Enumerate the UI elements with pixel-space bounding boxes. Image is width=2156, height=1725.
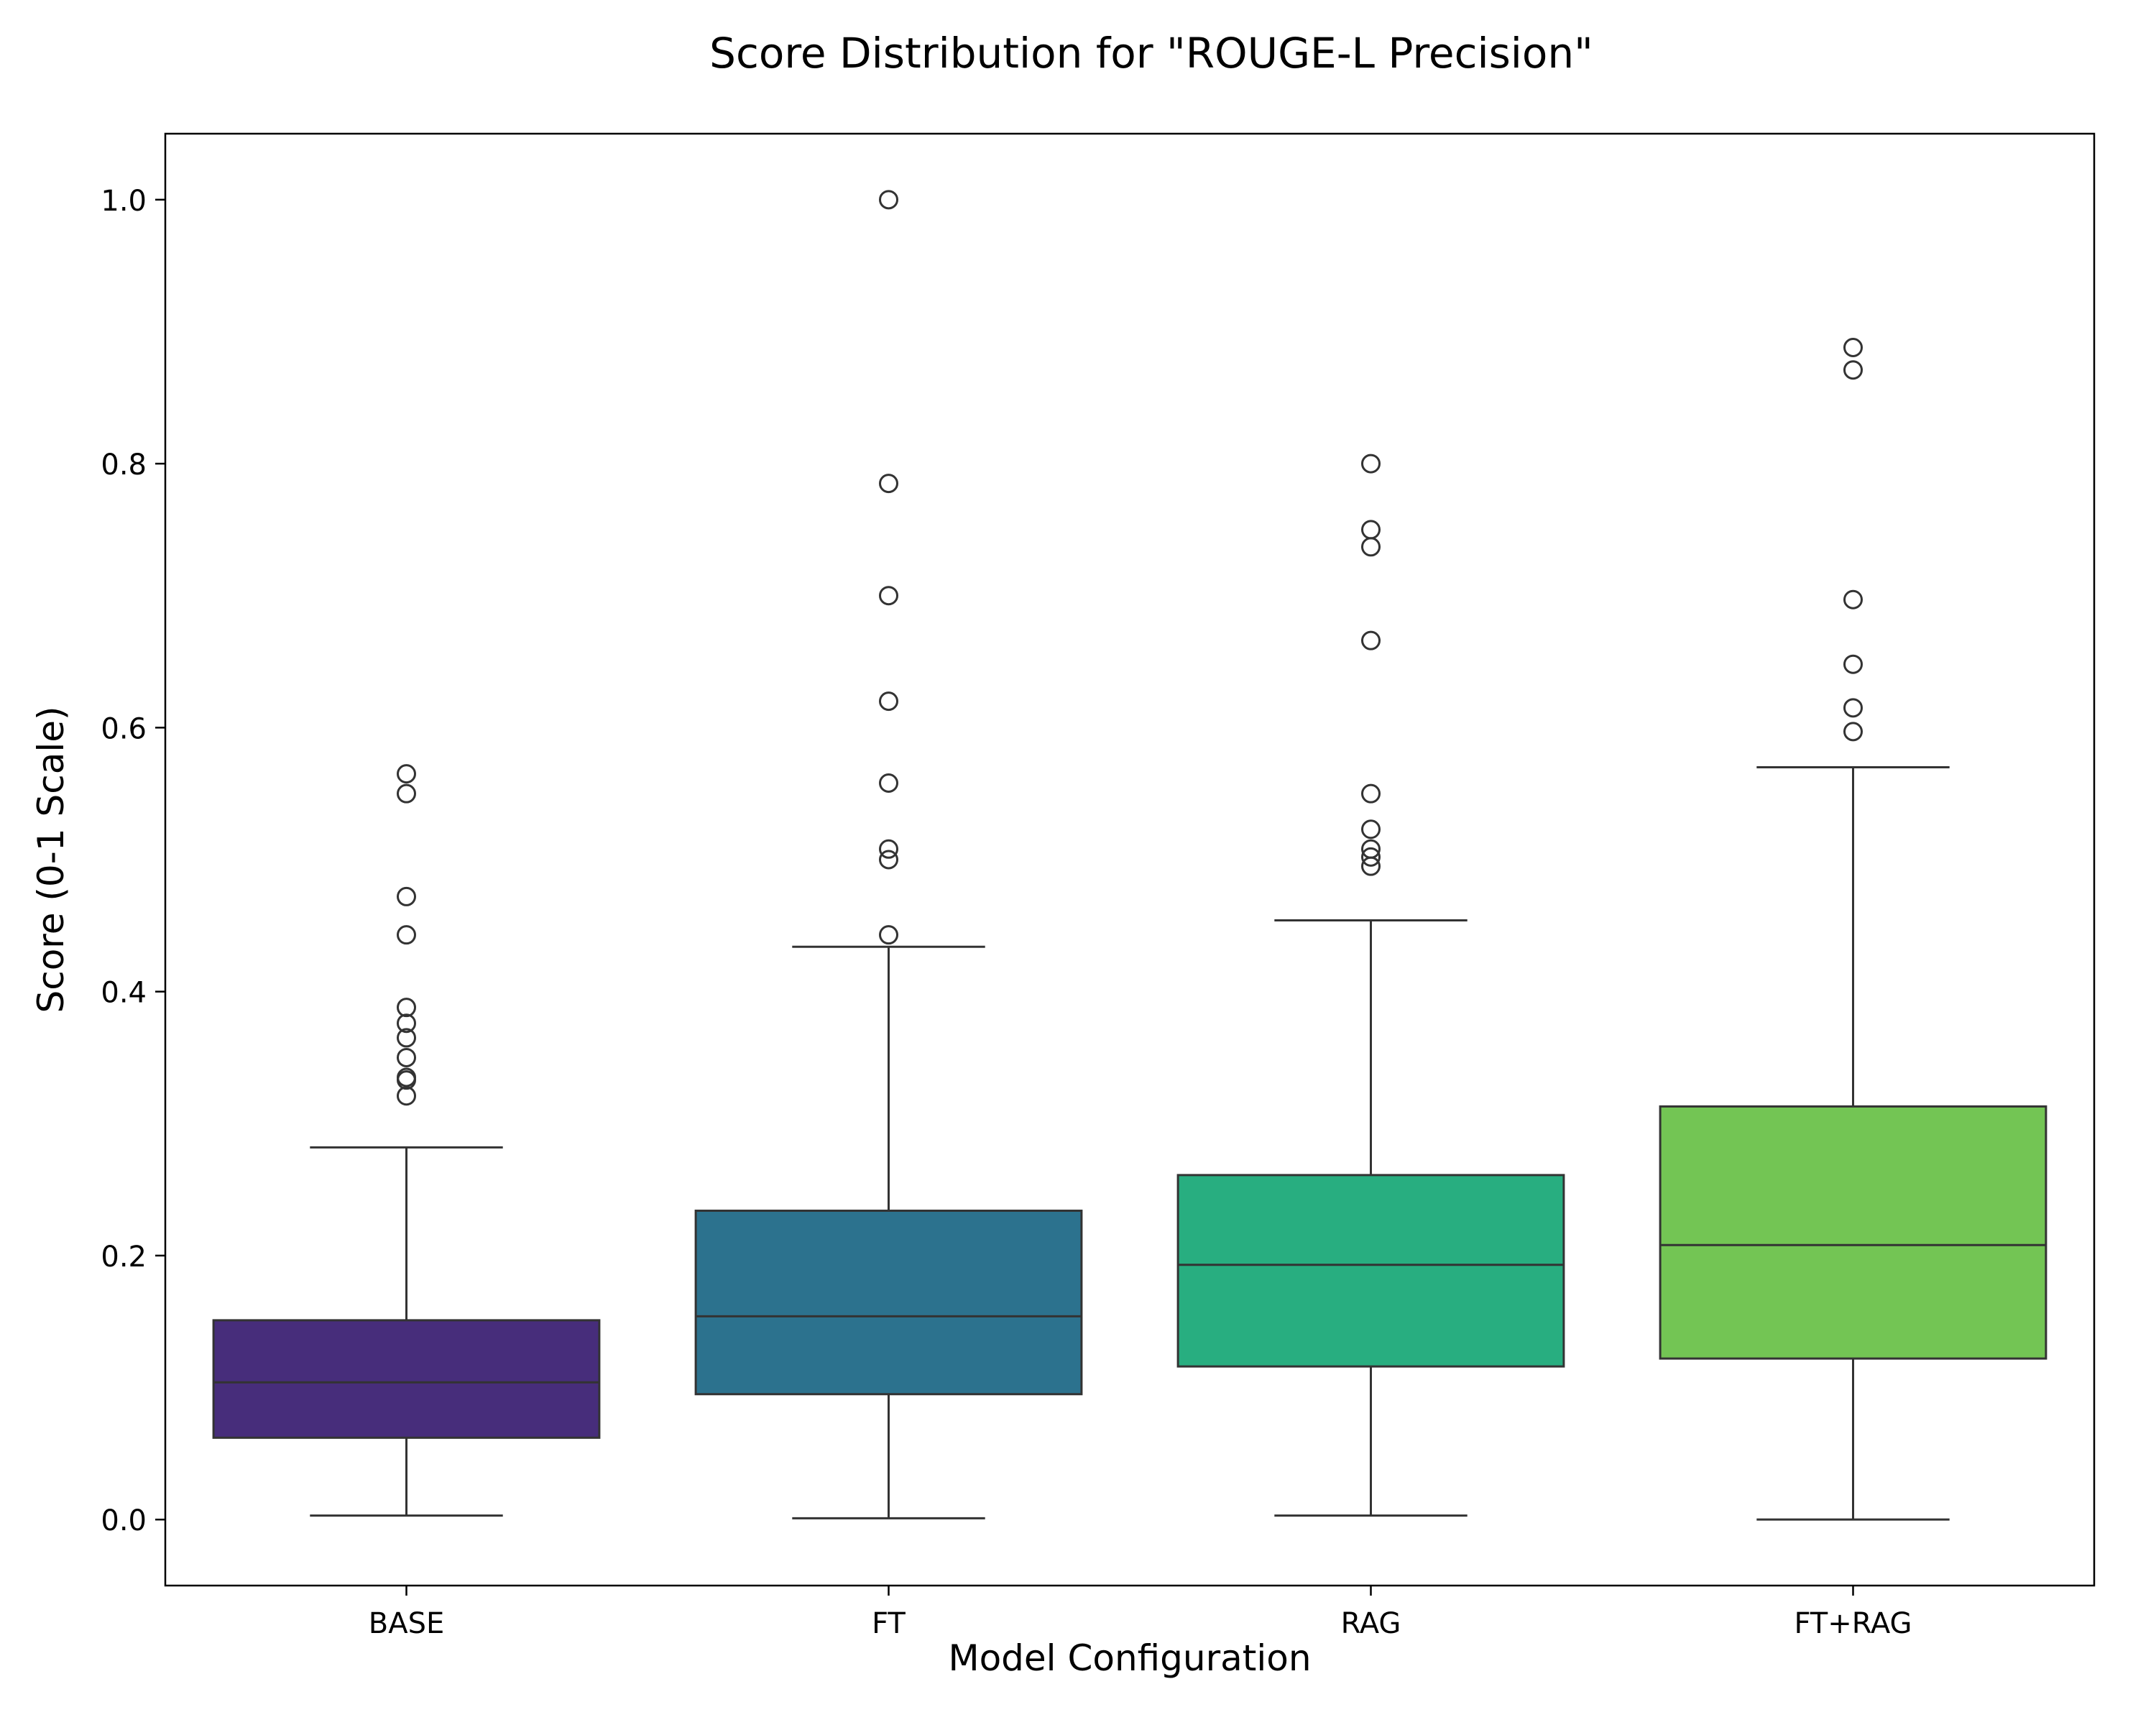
y-tick-label: 0.6 xyxy=(101,712,147,745)
outlier-point-ft xyxy=(879,474,898,494)
y-tick-label: 1.0 xyxy=(101,185,147,218)
box-rag xyxy=(1176,1174,1565,1368)
outlier-point-ft-rag xyxy=(1843,337,1863,357)
outlier-point-ft-rag xyxy=(1843,589,1863,610)
chart-title: Score Distribution for "ROUGE-L Precisio… xyxy=(709,29,1593,78)
x-tick-label: BASE xyxy=(369,1607,444,1640)
y-tick-label: 0.4 xyxy=(101,977,147,1010)
x-axis: BASE FT RAG FT+RAG xyxy=(369,1586,1912,1640)
outlier-point-ft xyxy=(879,839,898,859)
y-axis-label: Score (0-1 Scale) xyxy=(30,706,72,1013)
plot-frame xyxy=(164,132,2096,1587)
x-tick-label: FT+RAG xyxy=(1794,1607,1912,1640)
outlier-point-ft-rag xyxy=(1843,722,1863,742)
x-tick-label: RAG xyxy=(1341,1607,1401,1640)
outlier-point-base xyxy=(397,925,416,945)
outlier-point-base xyxy=(397,783,416,804)
outlier-point-rag xyxy=(1361,783,1381,804)
boxes-layer xyxy=(212,765,2047,1521)
outlier-point-rag xyxy=(1361,847,1381,867)
outlier-point-base xyxy=(397,1013,416,1034)
outlier-point-ft xyxy=(879,691,898,712)
y-tick-label: 0.2 xyxy=(101,1241,147,1274)
outlier-point-base xyxy=(397,1047,416,1067)
outliers-layer xyxy=(397,190,1863,1106)
box-group-base xyxy=(212,1146,601,1517)
box-group-rag xyxy=(1176,919,1565,1517)
outlier-point-base xyxy=(397,764,416,784)
outlier-point-rag xyxy=(1361,630,1381,650)
outlier-point-ft xyxy=(879,190,898,210)
y-axis: 0.0 0.2 0.4 0.6 0.8 1.0 xyxy=(101,185,165,1537)
outlier-point-rag xyxy=(1361,537,1381,557)
outlier-point-rag xyxy=(1361,454,1381,474)
x-tick-label: FT xyxy=(872,1607,906,1640)
y-tick-label: 0.0 xyxy=(101,1504,147,1537)
box-base xyxy=(212,1319,601,1439)
outlier-point-ft xyxy=(879,850,898,870)
box-group-ft-rag xyxy=(1659,765,2047,1521)
outlier-point-rag xyxy=(1361,819,1381,840)
box-ft xyxy=(694,1209,1083,1396)
outlier-point-ft-rag xyxy=(1843,360,1863,380)
outlier-point-ft-rag xyxy=(1843,698,1863,718)
x-axis-label: Model Configuration xyxy=(948,1637,1311,1679)
outlier-point-base xyxy=(397,1070,416,1090)
box-ft-rag xyxy=(1659,1105,2047,1360)
outlier-point-ft xyxy=(879,773,898,793)
outlier-point-rag xyxy=(1361,856,1381,876)
y-tick-label: 0.8 xyxy=(101,448,147,482)
outlier-point-base xyxy=(397,998,416,1018)
outlier-point-ft xyxy=(879,925,898,945)
outlier-point-base xyxy=(397,886,416,906)
box-group-ft xyxy=(694,945,1083,1519)
outlier-point-base xyxy=(397,1028,416,1048)
outlier-point-base xyxy=(397,1086,416,1106)
outlier-point-ft xyxy=(879,586,898,606)
outlier-point-ft-rag xyxy=(1843,654,1863,674)
